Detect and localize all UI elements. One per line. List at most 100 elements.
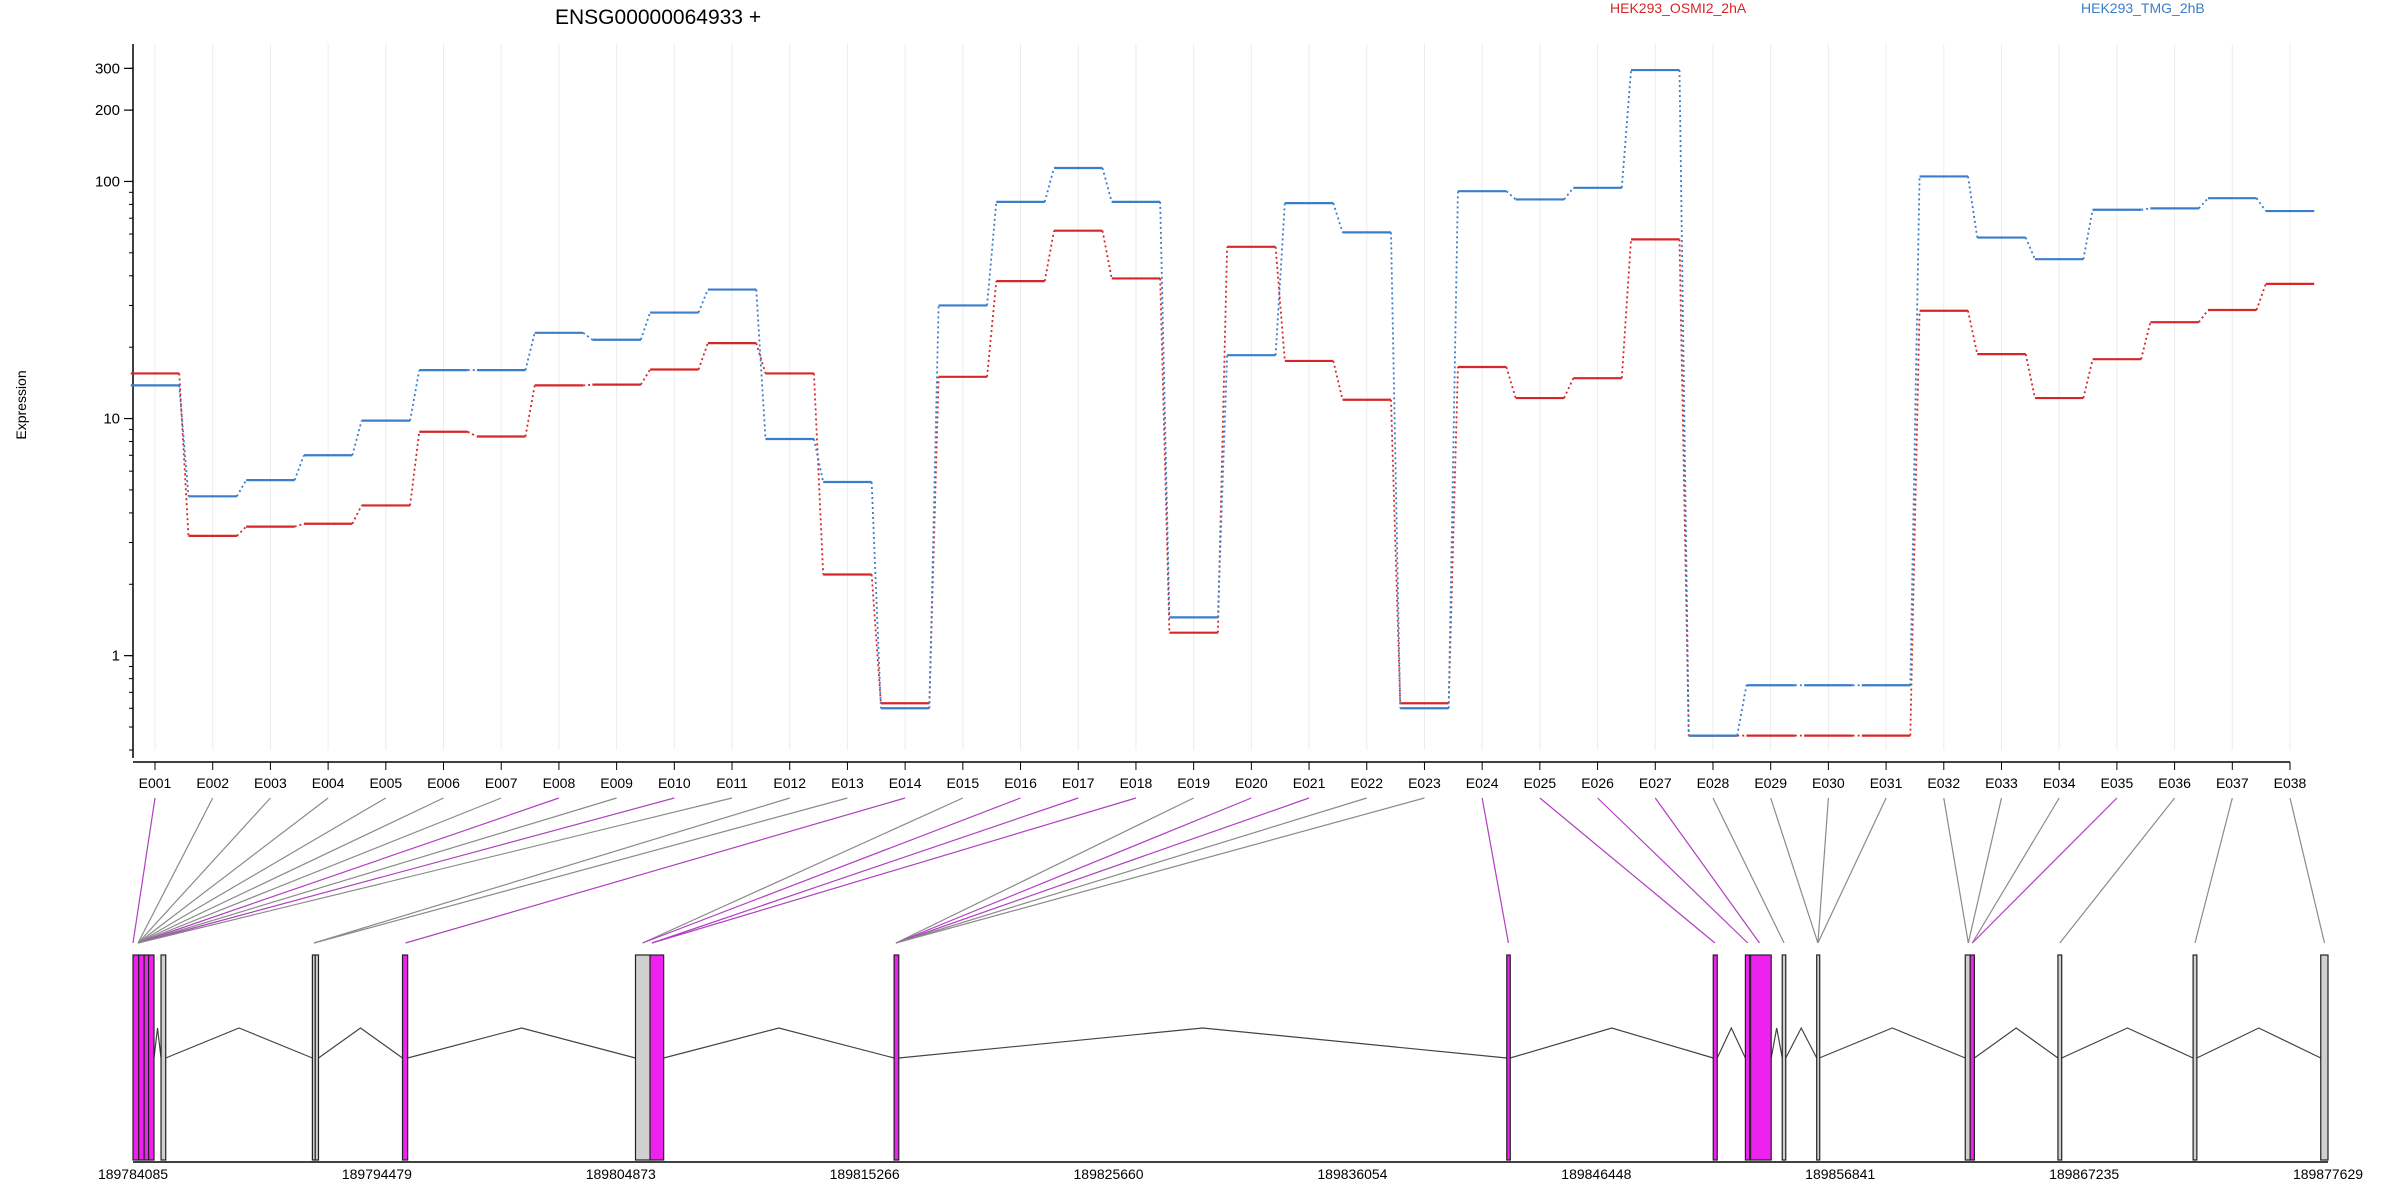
series-lines bbox=[130, 68, 2315, 737]
x-tick-label: E015 bbox=[946, 775, 979, 791]
x-tick-label: E035 bbox=[2101, 775, 2134, 791]
exon-mapping-line bbox=[1539, 797, 1716, 944]
intron-line bbox=[898, 1027, 1507, 1059]
series-connector bbox=[1101, 230, 1113, 279]
series-connector bbox=[2255, 197, 2267, 212]
exon-mapping-line bbox=[895, 797, 1252, 944]
coord-label: 189867235 bbox=[2049, 1166, 2119, 1182]
x-tick-label: E024 bbox=[1466, 775, 1499, 791]
coord-label: 189856841 bbox=[1805, 1166, 1875, 1182]
exon-box bbox=[1969, 954, 1976, 1161]
x-tick-label: E013 bbox=[831, 775, 864, 791]
series-connector bbox=[2198, 309, 2209, 323]
intron-line bbox=[165, 1027, 313, 1059]
y-tick-label: 100 bbox=[95, 173, 120, 190]
exon-box bbox=[893, 954, 900, 1161]
series-connector bbox=[813, 438, 825, 483]
series-connector bbox=[1159, 278, 1171, 633]
exon-mapping-line bbox=[137, 797, 560, 944]
exon-mapping-line bbox=[137, 797, 444, 944]
x-tick-label: E031 bbox=[1870, 775, 1903, 791]
coord-label: 189846448 bbox=[1561, 1166, 1631, 1182]
exon-box bbox=[160, 954, 167, 1161]
exon-box bbox=[1781, 954, 1787, 1161]
series-connector bbox=[582, 332, 593, 341]
legend-series-1: HEK293_OSMI2_2hA bbox=[1610, 0, 1747, 16]
exon-mapping-line bbox=[1817, 797, 1887, 944]
series-connector bbox=[1043, 167, 1055, 203]
exon-box bbox=[2057, 954, 2063, 1161]
x-tick-label: E008 bbox=[543, 775, 576, 791]
series-connector bbox=[755, 289, 767, 440]
exon-box bbox=[314, 954, 320, 1161]
y-tick-label: 300 bbox=[95, 60, 120, 77]
series-connector bbox=[1505, 366, 1517, 399]
exon-mapping-line bbox=[2289, 797, 2326, 944]
series-connector bbox=[1736, 685, 1748, 736]
exon-mapping-line bbox=[1654, 797, 1760, 944]
x-tick-label: E006 bbox=[427, 775, 460, 791]
exon-mapping-line bbox=[132, 797, 156, 944]
exon-mapping-line bbox=[1712, 797, 1785, 944]
series-connector bbox=[1967, 310, 1979, 355]
series-connector bbox=[1620, 239, 1632, 379]
series-connector bbox=[1274, 203, 1286, 356]
exon-box bbox=[138, 954, 145, 1161]
series-connector bbox=[813, 373, 825, 575]
exon-mapping-line bbox=[1481, 797, 1509, 944]
exon-mapping-line bbox=[1967, 797, 2003, 944]
exon-mapping-line bbox=[1971, 797, 2060, 944]
series-connector bbox=[2140, 321, 2152, 360]
chart-title: ENSG00000064933 + bbox=[555, 6, 761, 29]
exon-mapping-line bbox=[137, 797, 271, 944]
exon-mapping-line bbox=[137, 797, 617, 944]
series-connector bbox=[2198, 197, 2209, 209]
exon-mapping-line bbox=[313, 797, 848, 944]
x-tick-label: E026 bbox=[1581, 775, 1614, 791]
x-tick-label: E016 bbox=[1004, 775, 1037, 791]
series-connector bbox=[1101, 167, 1113, 203]
series-connector bbox=[178, 385, 190, 497]
x-tick-label: E003 bbox=[254, 775, 287, 791]
exon-mapping-line bbox=[1597, 797, 1749, 944]
intron-line bbox=[2061, 1027, 2194, 1059]
series-connector bbox=[2024, 237, 2036, 260]
series-connector bbox=[236, 479, 247, 497]
x-tick-label: E014 bbox=[889, 775, 922, 791]
series-connector bbox=[409, 431, 421, 506]
x-tick-label: E022 bbox=[1350, 775, 1383, 791]
x-tick-label: E029 bbox=[1754, 775, 1787, 791]
series-connector bbox=[2140, 207, 2151, 211]
exon-box bbox=[1964, 954, 1971, 1161]
series-connector bbox=[1332, 202, 1344, 233]
series-connector bbox=[467, 430, 478, 438]
x-tick-label: E011 bbox=[716, 775, 748, 791]
x-tick-label: E028 bbox=[1697, 775, 1730, 791]
series-connector bbox=[1563, 377, 1575, 399]
exon-box bbox=[401, 954, 409, 1161]
exon-mapping-line bbox=[2194, 797, 2233, 944]
intron-line bbox=[2196, 1027, 2322, 1059]
intron-line bbox=[318, 1027, 403, 1059]
series-connector bbox=[1216, 355, 1229, 618]
exon-mapping-line bbox=[1770, 797, 1819, 944]
exon-mapping-line bbox=[137, 797, 502, 944]
intron-line bbox=[1974, 1027, 2059, 1059]
x-tick-label: E005 bbox=[369, 775, 402, 791]
exon-mapping-line bbox=[137, 797, 329, 944]
intron-line bbox=[153, 1027, 162, 1059]
series-connector bbox=[2082, 209, 2094, 260]
exon-mapping-line bbox=[137, 797, 733, 944]
exon-box bbox=[649, 954, 665, 1161]
x-tick-label: E025 bbox=[1524, 775, 1557, 791]
series-connector bbox=[1390, 232, 1402, 709]
series-connector bbox=[1390, 399, 1402, 704]
x-tick-label: E018 bbox=[1120, 775, 1153, 791]
exon-mapping-line bbox=[2059, 797, 2176, 944]
y-tick-label: 200 bbox=[95, 102, 120, 119]
intron-line bbox=[1819, 1027, 1966, 1059]
x-tick-label: E027 bbox=[1639, 775, 1672, 791]
series-connector bbox=[697, 342, 709, 370]
x-axis-ticks: E001 E002 E003 E004 E005 E006 E007 E008 E009 E010… bbox=[139, 762, 2307, 791]
